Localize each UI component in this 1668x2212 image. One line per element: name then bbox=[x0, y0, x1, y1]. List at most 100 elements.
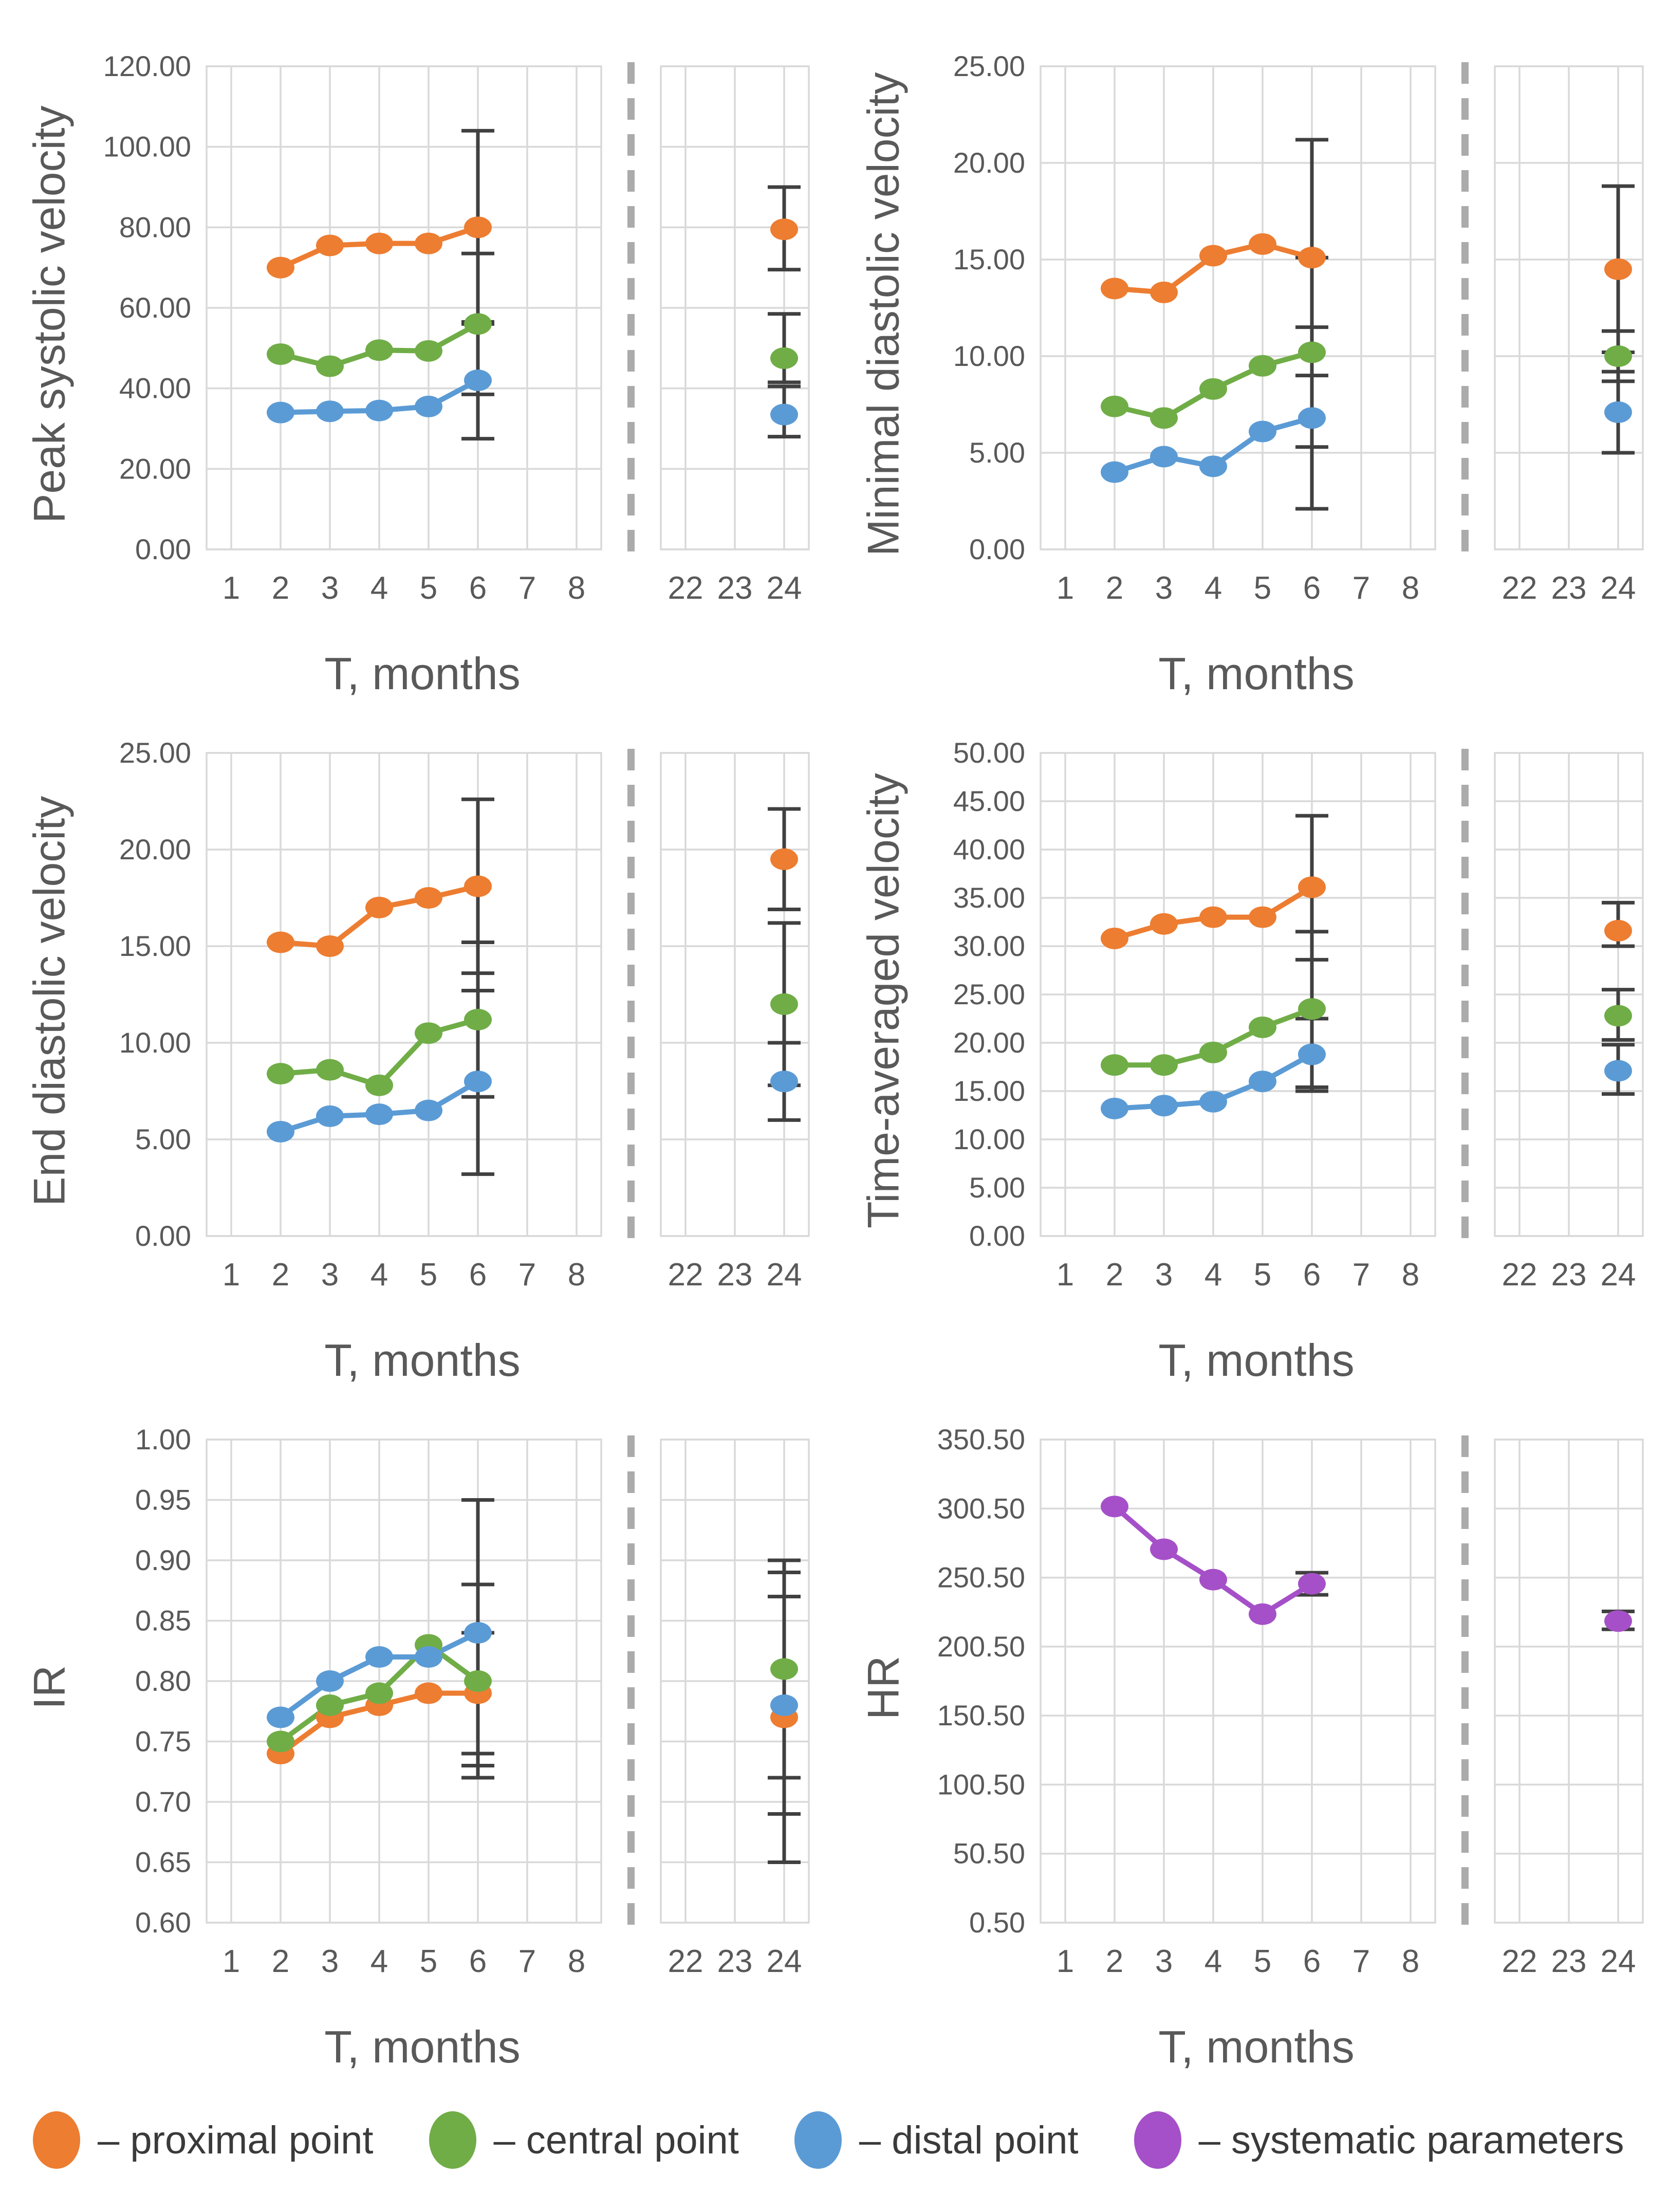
tick-labels: 0.600.650.700.750.800.850.900.951.001 2 3 4… bbox=[135, 1427, 802, 1979]
x-tick-label: 2 bbox=[272, 1257, 289, 1293]
x-tick-label: 8 bbox=[568, 1257, 585, 1293]
x-tick-label: 5 bbox=[1254, 1257, 1271, 1293]
series-markers-proximal bbox=[267, 848, 798, 957]
series-markers-distal bbox=[1101, 401, 1632, 483]
x-tick-label: 7 bbox=[518, 1944, 536, 1979]
series-markers-central bbox=[267, 313, 798, 377]
y-tick-label: 50.50 bbox=[953, 1837, 1025, 1870]
x-tick-label: 6 bbox=[469, 570, 487, 606]
x-tick-label: 1 bbox=[1057, 1257, 1074, 1293]
x-tick-label: 22 bbox=[1502, 1944, 1537, 1979]
y-tick-label: 20.00 bbox=[953, 146, 1025, 179]
y-tick-label: 20.00 bbox=[119, 452, 191, 485]
y-tick-label: 100.50 bbox=[937, 1768, 1025, 1800]
y-axis-title: IR bbox=[25, 1665, 75, 1710]
x-tick-label: 4 bbox=[1204, 1944, 1222, 1979]
x-tick-label: 4 bbox=[370, 1944, 388, 1979]
x-tick-label: 4 bbox=[1204, 1257, 1222, 1293]
series-markers-distal bbox=[267, 1622, 798, 1728]
x-tick-label: 1 bbox=[223, 570, 240, 606]
y-tick-label: 0.90 bbox=[135, 1544, 191, 1576]
x-tick-label: 5 bbox=[420, 1944, 437, 1979]
x-tick-label: 1 bbox=[223, 1257, 240, 1293]
x-axis-title: T, months bbox=[1158, 1335, 1355, 1386]
x-tick-label: 7 bbox=[1352, 1257, 1370, 1293]
chart-minimal-diastolic-velocity: 0.00 5.00 10.00 15.00 20.00 25.00 1 2 3 4 5 6 7 8 22 23… bbox=[922, 53, 1652, 634]
series-markers-proximal bbox=[267, 216, 798, 279]
legend-item-systematic: – systematic parameters bbox=[1134, 2111, 1624, 2169]
legend-label-distal: – distal point bbox=[859, 2118, 1079, 2162]
x-tick-label: 3 bbox=[1155, 570, 1173, 606]
x-tick-label: 1 bbox=[1057, 1944, 1074, 1979]
chart-svg: 0.00 5.00 10.00 15.00 20.00 25.00 30.00 35.00 40… bbox=[953, 740, 1644, 1293]
y-tick-label: 5.00 bbox=[969, 1171, 1025, 1204]
series-markers-distal bbox=[1101, 1043, 1632, 1119]
x-tick-label: 5 bbox=[1254, 570, 1271, 606]
y-axis-title: End diastolic velocity bbox=[25, 796, 75, 1206]
x-tick-label: 8 bbox=[1402, 570, 1419, 606]
x-tick-label: 23 bbox=[717, 570, 753, 606]
x-tick-label: 22 bbox=[668, 1944, 703, 1979]
y-tick-label: 0.85 bbox=[135, 1605, 191, 1637]
y-tick-label: 35.00 bbox=[953, 881, 1025, 914]
legend: – proximal point – central point – dista… bbox=[0, 2111, 1668, 2169]
x-tick-label: 8 bbox=[568, 570, 585, 606]
legend-item-proximal: – proximal point bbox=[33, 2111, 374, 2169]
series-markers-central bbox=[1101, 341, 1632, 429]
series-markers-proximal bbox=[267, 1682, 798, 1764]
x-tick-label: 8 bbox=[1402, 1257, 1419, 1293]
x-tick-label: 23 bbox=[1551, 570, 1587, 606]
y-tick-label: 0.00 bbox=[135, 1220, 191, 1252]
x-tick-label: 2 bbox=[272, 570, 289, 606]
y-tick-label: 20.00 bbox=[119, 833, 191, 865]
plot-area: 0.50 50.50 100.50 150.50 200.50 250.50 300.50 3… bbox=[922, 1427, 1652, 2073]
error-bars bbox=[461, 1498, 801, 1864]
y-tick-label: 5.00 bbox=[969, 436, 1025, 469]
legend-marker-systematic bbox=[1134, 2111, 1181, 2169]
chart-ir: 0.60 0.65 0.70 0.75 0.80 0.85 0.90 0.95 1.00 1 2 3 4… bbox=[88, 1427, 818, 2007]
y-tick-label: 15.00 bbox=[119, 930, 191, 962]
y-tick-label: 20.00 bbox=[953, 1026, 1025, 1059]
y-tick-label: 1.00 bbox=[135, 1427, 191, 1455]
series-markers-systematic bbox=[1101, 1496, 1632, 1632]
chart-end-diastolic-velocity: 0.00 5.00 10.00 15.00 20.00 25.00 1 2 3 4 5 6 7 8 22 23… bbox=[88, 740, 818, 1321]
y-tick-label: 100.00 bbox=[103, 131, 191, 163]
x-tick-label: 23 bbox=[1551, 1944, 1587, 1979]
y-tick-label: 350.50 bbox=[937, 1427, 1025, 1455]
x-tick-label: 23 bbox=[1551, 1257, 1587, 1293]
x-tick-label: 7 bbox=[518, 1257, 536, 1293]
x-tick-label: 5 bbox=[1254, 1944, 1271, 1979]
series-markers-central bbox=[1101, 998, 1632, 1076]
chart-peak-systolic-velocity: 0.00 20.00 40.00 60.00 80.00 100.00 120.00 1 2 3 4… bbox=[88, 53, 818, 634]
plot-area: 0.60 0.65 0.70 0.75 0.80 0.85 0.90 0.95 1.00 1 2 3 4… bbox=[88, 1427, 818, 2073]
y-tick-label: 15.00 bbox=[953, 243, 1025, 275]
x-tick-label: 23 bbox=[717, 1257, 753, 1293]
x-tick-label: 6 bbox=[1303, 1944, 1321, 1979]
x-tick-label: 24 bbox=[1601, 1944, 1636, 1979]
x-tick-label: 23 bbox=[717, 1944, 753, 1979]
x-tick-label: 2 bbox=[1106, 1944, 1123, 1979]
x-tick-label: 2 bbox=[272, 1944, 289, 1979]
y-tick-label: 25.00 bbox=[953, 53, 1025, 82]
y-tick-label: 10.00 bbox=[953, 340, 1025, 372]
x-tick-label: 2 bbox=[1106, 570, 1123, 606]
y-tick-label: 0.70 bbox=[135, 1785, 191, 1818]
y-axis-title: Peak systolic velocity bbox=[25, 105, 75, 523]
gridlines bbox=[206, 1439, 810, 1924]
legend-marker-proximal bbox=[33, 2111, 80, 2169]
x-tick-label: 3 bbox=[321, 570, 339, 606]
panel-minimal-diastolic-velocity: Minimal diastolic velocity 0.00 5.00 10.00… bbox=[834, 13, 1668, 700]
y-tick-label: 15.00 bbox=[953, 1075, 1025, 1107]
gridlines bbox=[206, 752, 810, 1237]
y-axis-title: HR bbox=[859, 1655, 909, 1720]
chart-svg: 0.50 50.50 100.50 150.50 200.50 250.50 300.50 3… bbox=[937, 1427, 1644, 1979]
y-tick-label: 0.65 bbox=[135, 1846, 191, 1878]
x-tick-label: 1 bbox=[223, 1944, 240, 1979]
y-tick-label: 80.00 bbox=[119, 211, 191, 243]
y-tick-label: 120.00 bbox=[103, 53, 191, 82]
x-tick-label: 7 bbox=[1352, 1944, 1370, 1979]
x-tick-label: 4 bbox=[370, 1257, 388, 1293]
x-tick-label: 6 bbox=[469, 1257, 487, 1293]
x-tick-label: 24 bbox=[767, 570, 802, 606]
